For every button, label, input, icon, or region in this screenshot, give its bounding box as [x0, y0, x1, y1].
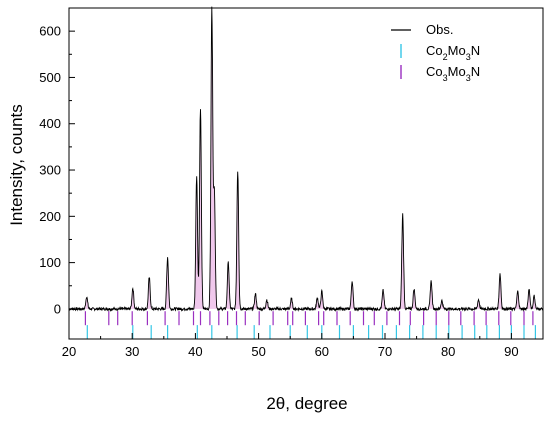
legend-label: Co3Mo3N [426, 64, 480, 83]
observed-line [68, 6, 544, 313]
x-tick-label: 60 [315, 344, 329, 359]
x-tick-label: 90 [504, 344, 518, 359]
legend-item: Co3Mo3N [400, 64, 480, 83]
legend: Obs. Co2Mo3N Co3Mo3N [391, 22, 480, 83]
y-axis-title: Intensity, counts [7, 104, 26, 226]
x-tick-label: 50 [251, 344, 265, 359]
y-tick-label: 200 [39, 209, 61, 224]
y-tick-label: 100 [39, 255, 61, 270]
legend-label: Co2Mo3N [426, 43, 480, 62]
x-tick-label: 40 [188, 344, 202, 359]
y-tick-label: 500 [39, 70, 61, 85]
legend-item: Obs. [391, 22, 453, 37]
plot-border [68, 7, 544, 340]
observed-series-line [68, 6, 544, 313]
phase-tick-markers [84, 311, 537, 340]
y-tick-label: 0 [54, 301, 61, 316]
x-axis-title: 2θ, degree [266, 394, 347, 413]
x-tick-label: 30 [125, 344, 139, 359]
legend-label: Obs. [426, 22, 453, 37]
x-tick-label: 80 [441, 344, 455, 359]
y-tick-label: 300 [39, 163, 61, 178]
y-tick-label: 400 [39, 116, 61, 131]
x-axis: 20 30 40 50 60 70 80 90 [62, 333, 544, 359]
legend-item: Co2Mo3N [400, 43, 480, 62]
y-axis: 0 100 200 300 400 500 600 [39, 7, 75, 316]
x-tick-label: 20 [62, 344, 76, 359]
plot-frame [68, 7, 544, 340]
x-tick-label: 70 [378, 344, 392, 359]
y-tick-label: 600 [39, 24, 61, 39]
